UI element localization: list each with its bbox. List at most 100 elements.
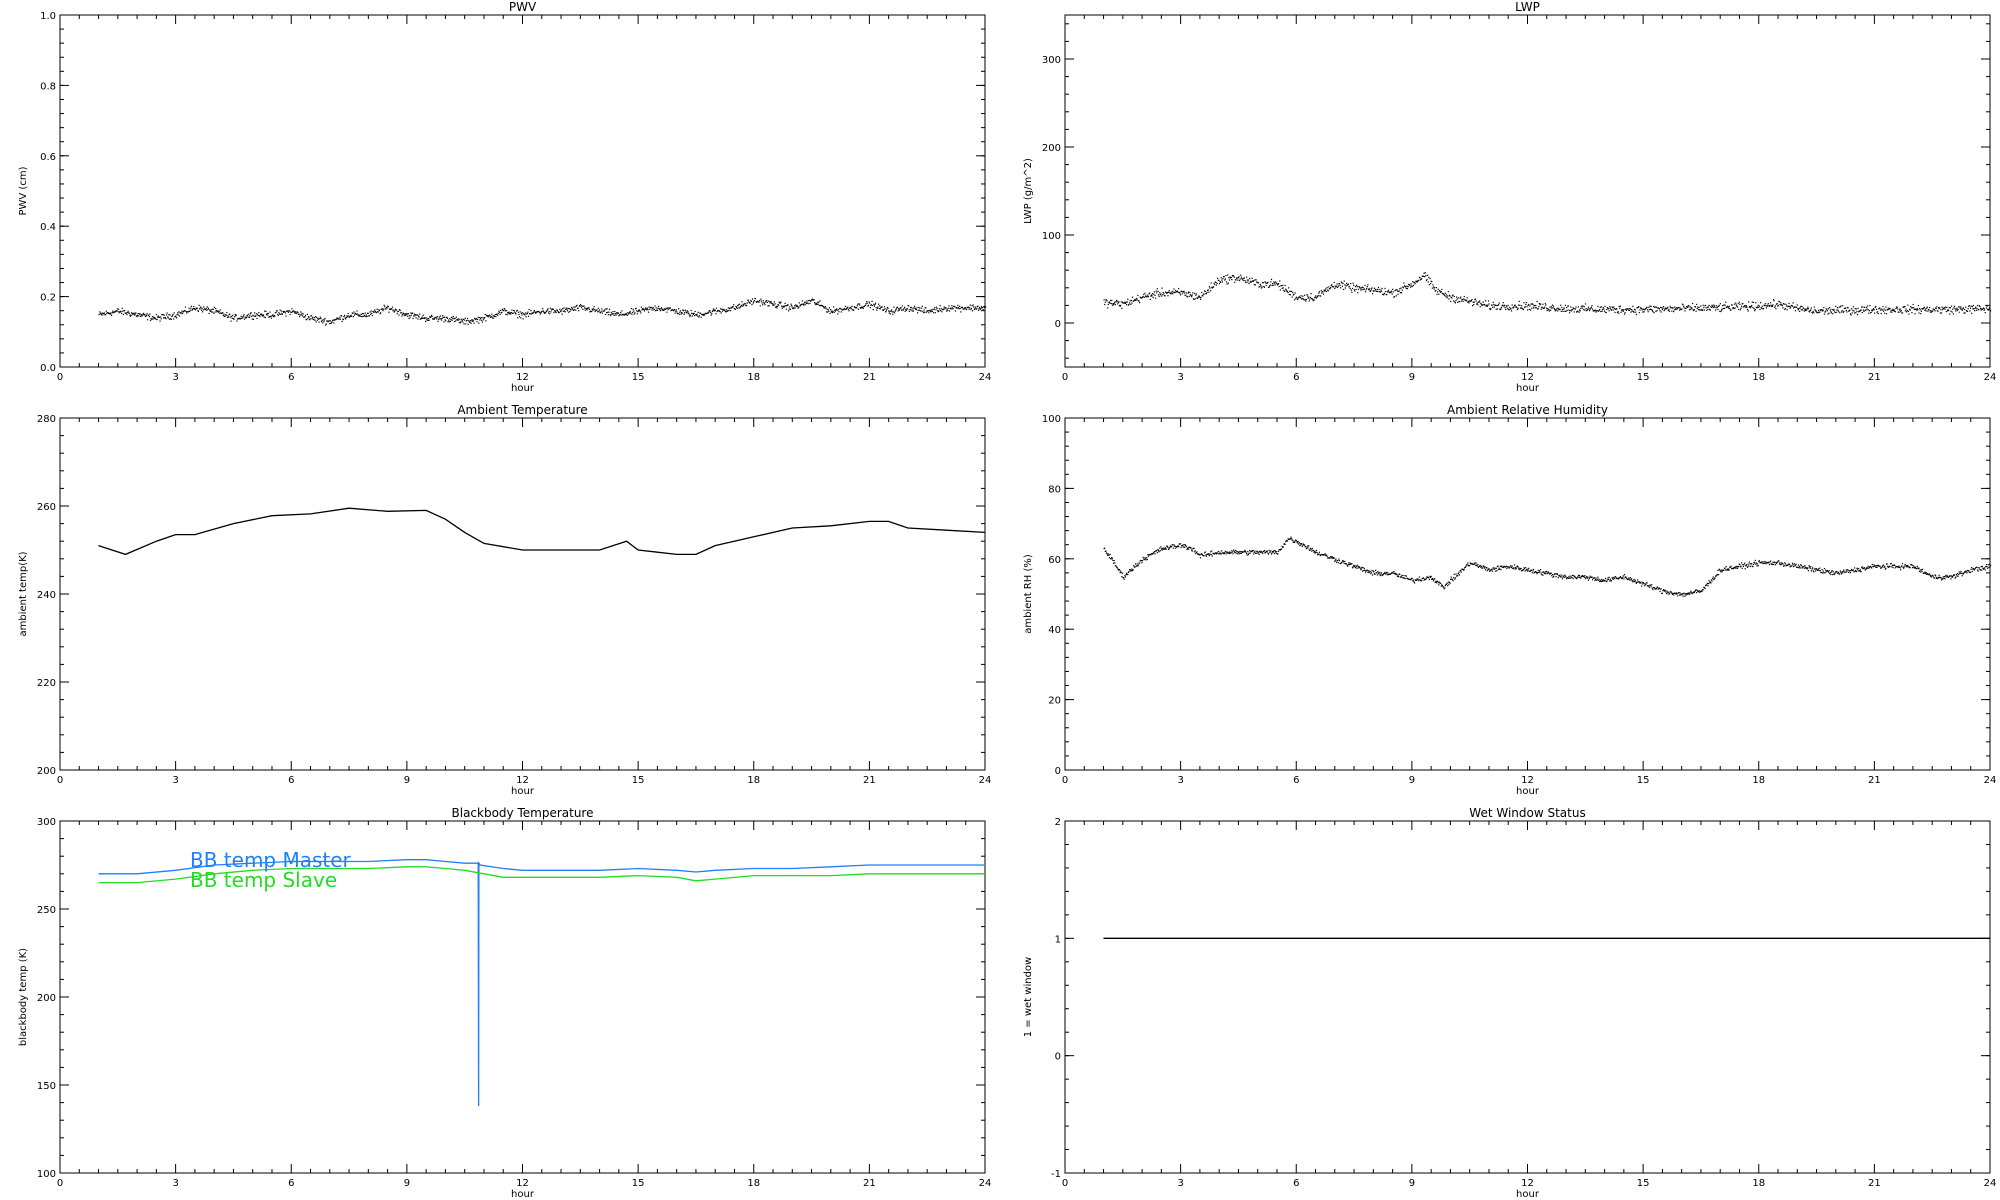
data-point (615, 314, 617, 316)
data-point (1633, 311, 1635, 313)
data-point (1361, 288, 1363, 291)
data-point (1352, 566, 1354, 568)
data-point (1623, 313, 1626, 315)
data-point (418, 316, 420, 318)
data-point (1223, 276, 1225, 278)
data-point (167, 316, 169, 318)
x-tick-label: 6 (288, 372, 294, 383)
data-point (1618, 312, 1620, 314)
data-point (1803, 567, 1805, 569)
data-point (1497, 565, 1499, 567)
data-point (1322, 293, 1325, 295)
data-point (1204, 551, 1206, 553)
data-point (627, 312, 629, 314)
data-point (152, 318, 154, 320)
data-point (951, 307, 954, 309)
data-point (346, 315, 348, 317)
data-point (246, 315, 248, 317)
data-point (1370, 288, 1373, 290)
data-point (1214, 284, 1216, 286)
data-point (830, 309, 832, 311)
data-point (743, 304, 745, 307)
data-point (1349, 562, 1351, 564)
data-point (1687, 593, 1689, 596)
data-point (430, 314, 433, 316)
data-point (1497, 568, 1500, 571)
data-point (1898, 309, 1901, 311)
data-point (1758, 306, 1760, 308)
data-point (1127, 573, 1129, 576)
data-point (1704, 587, 1706, 589)
data-point (858, 303, 860, 305)
data-point (1218, 552, 1221, 555)
data-point (877, 306, 879, 308)
data-point (1338, 283, 1341, 285)
data-point (1412, 284, 1415, 286)
data-point (1221, 550, 1223, 552)
data-point (1514, 568, 1516, 570)
data-point (1724, 304, 1726, 306)
data-point (474, 317, 476, 319)
data-point (135, 315, 137, 317)
data-point (822, 306, 825, 308)
data-point (357, 314, 359, 316)
series-line (98, 507, 986, 556)
data-point (642, 308, 644, 310)
data-point (1849, 313, 1852, 315)
data-point (121, 312, 123, 314)
data-point (1567, 577, 1569, 579)
data-point (395, 309, 398, 311)
data-point (1855, 569, 1857, 572)
data-point (1334, 560, 1336, 563)
data-point (527, 311, 529, 313)
data-point (934, 312, 936, 314)
data-point (1312, 550, 1315, 552)
data-point (1784, 563, 1786, 565)
data-point (1393, 570, 1395, 572)
data-point (236, 320, 238, 322)
data-point (1690, 590, 1692, 592)
data-point (1443, 588, 1445, 590)
data-point (659, 308, 661, 310)
data-point (163, 317, 165, 319)
data-point (1788, 305, 1791, 308)
data-point (1255, 279, 1257, 281)
data-point (1141, 562, 1143, 564)
data-point (1334, 287, 1336, 290)
data-point (1813, 306, 1815, 308)
data-point (1971, 312, 1973, 314)
data-point (519, 311, 521, 313)
data-point (840, 307, 842, 310)
data-point (409, 316, 411, 318)
data-point (1613, 306, 1615, 308)
data-point (1108, 554, 1110, 556)
data-point (1752, 563, 1755, 566)
data-point (792, 308, 794, 310)
data-point (1828, 312, 1830, 314)
chart-title: LWP (1515, 0, 1540, 14)
data-point (1606, 579, 1608, 581)
data-point (1146, 296, 1148, 298)
data-point (1217, 277, 1219, 279)
data-point (1710, 582, 1712, 584)
data-point (1467, 562, 1469, 564)
data-point (1124, 576, 1127, 578)
data-point (1695, 589, 1697, 591)
data-point (1887, 307, 1889, 309)
data-point (1380, 573, 1382, 575)
data-point (785, 305, 787, 307)
data-point (1647, 311, 1649, 313)
data-point (1431, 578, 1433, 581)
data-point (477, 316, 479, 318)
data-point (1641, 583, 1643, 585)
data-point (194, 309, 197, 311)
data-point (594, 309, 596, 311)
data-point (1904, 310, 1907, 312)
data-point (1428, 578, 1430, 581)
data-point (1641, 308, 1643, 310)
x-tick-label: 21 (863, 775, 876, 786)
data-point (1417, 578, 1419, 580)
data-point (1537, 569, 1539, 572)
data-point (951, 305, 953, 307)
data-point (468, 320, 470, 322)
